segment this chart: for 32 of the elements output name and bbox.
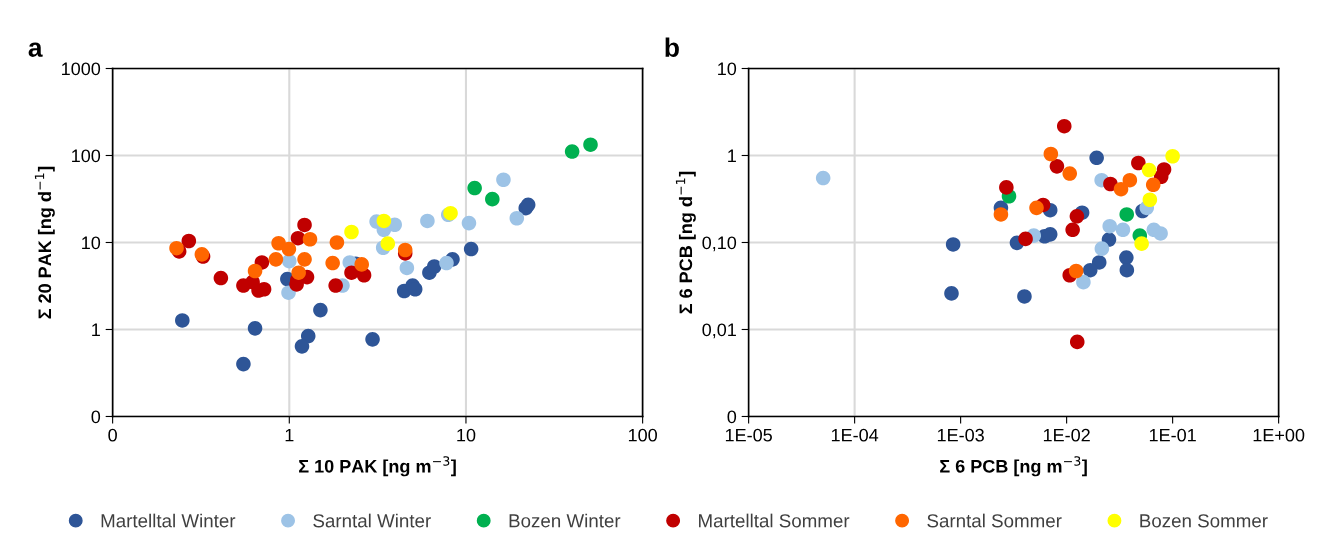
legend-label: Sarntal Sommer	[927, 513, 1062, 528]
y-tick-label: 0	[91, 410, 101, 424]
x-tick-label: 10	[457, 428, 476, 442]
chart-title: a	[28, 42, 43, 57]
x-tick-label: 1E-04	[831, 428, 879, 442]
legend-label: Sarntal Winter	[313, 513, 431, 528]
legend-label: Bozen Sommer	[1140, 514, 1268, 528]
x-tick-label: 1E+00	[1253, 428, 1305, 442]
x-tick-label: 1E-01	[1149, 428, 1196, 442]
x-tick-label: 1	[285, 428, 294, 442]
legend-label: Martelltal Sommer	[699, 513, 850, 528]
legend-label: Martelltal Winter	[101, 513, 236, 528]
x-tick-label: 1E-02	[1043, 428, 1090, 442]
y-tick-label: 1	[728, 149, 736, 163]
x-tick-label: 1E-05	[725, 428, 772, 442]
y-tick-label: 0,10	[702, 236, 737, 252]
y-tick-label: 10	[718, 62, 737, 76]
y-tick-label: 0,01	[702, 323, 736, 339]
y-tick-label: 1000	[62, 62, 101, 76]
y-axis-title: Σ 6 PCB [ng d$^{−1}$]	[675, 171, 696, 314]
x-axis-title: Σ 10 PAK [ng m$^{−3}$]	[299, 456, 456, 477]
x-tick-label: 1E-03	[937, 428, 984, 442]
x-tick-label: 100	[628, 428, 657, 442]
y-axis-title: Σ 20 PAK [ng d$^{−1}$]	[34, 166, 55, 319]
y-tick-label: 1	[92, 323, 100, 337]
legend-label: Bozen Winter	[509, 513, 621, 528]
y-tick-label: 0	[727, 410, 737, 424]
x-tick-label: 0	[108, 428, 117, 442]
chart-title: b	[665, 37, 679, 57]
y-tick-label: 100	[72, 149, 101, 163]
y-tick-label: 10	[82, 236, 101, 250]
x-axis-title: Σ 6 PCB [ng m$^{−3}$]	[940, 456, 1087, 477]
